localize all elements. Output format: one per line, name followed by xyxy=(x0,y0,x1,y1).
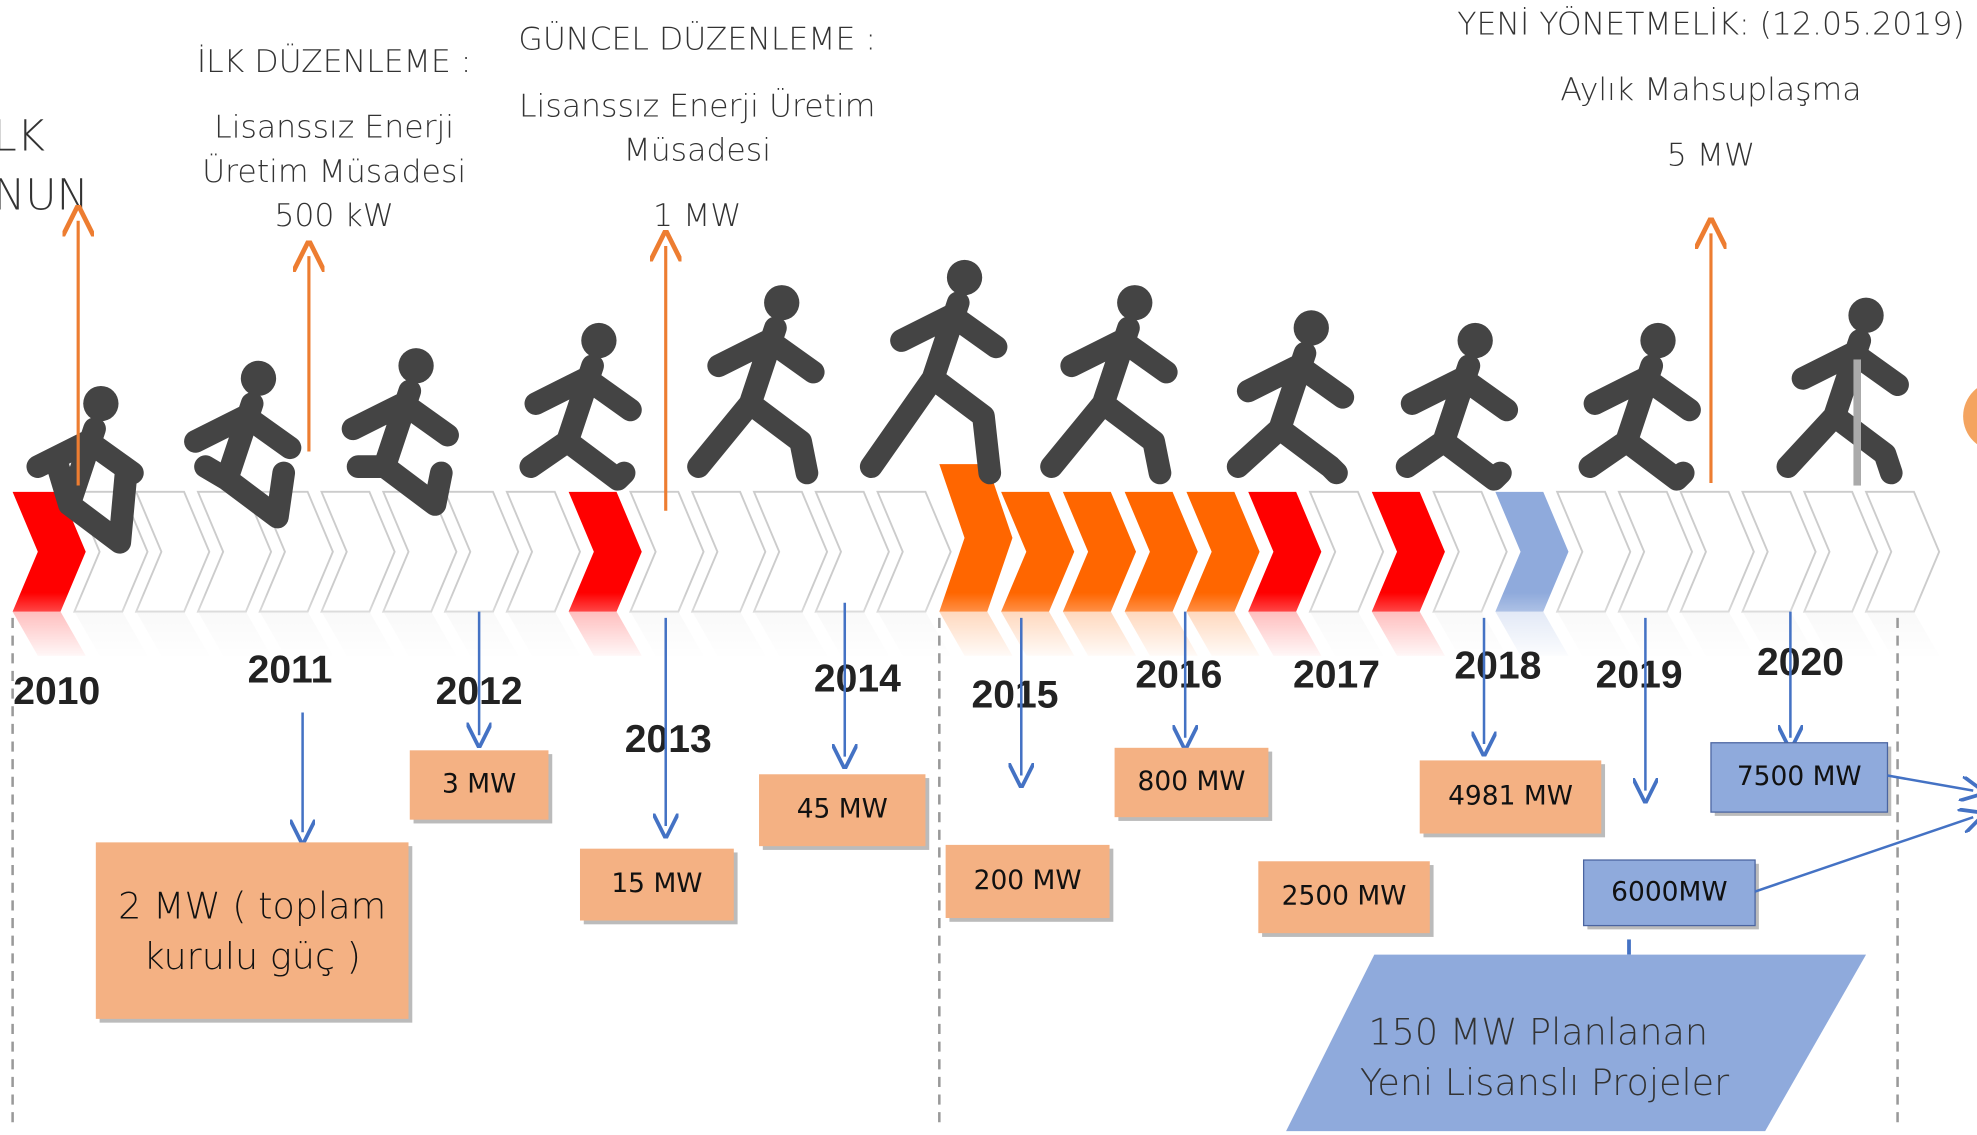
capacity-label: 2500 MW xyxy=(1282,881,1407,912)
runner xyxy=(764,285,799,320)
year-label: 2019 xyxy=(1596,654,1683,697)
timeline-diagram: İLK KANUN İLK DÜZENLEME : Lisanssız Enerji Ü… xyxy=(0,0,1977,1135)
runner xyxy=(1590,366,1690,479)
runner xyxy=(1848,298,1883,333)
capacity-label: 200 MW xyxy=(974,865,1082,896)
milestone-text: Lisanssız Enerji Üretim xyxy=(519,86,875,124)
milestone-text: Müsadesi xyxy=(624,132,771,168)
runner xyxy=(1294,310,1329,345)
capacity-label: 6000MW xyxy=(1611,876,1727,907)
capacity-label: 800 MW xyxy=(1138,766,1246,797)
capacity-label: 3 MW xyxy=(442,768,516,799)
milestone-text: Lisanssız Enerji xyxy=(214,110,454,146)
year-label: 2011 xyxy=(248,648,333,691)
runner xyxy=(398,348,433,383)
runner xyxy=(947,260,982,295)
year-label: 2020 xyxy=(1757,641,1844,684)
capacity-label: 15 MW xyxy=(611,868,702,899)
capacity-label: 4981 MW xyxy=(1448,780,1573,811)
planned-text: 150 MW Planlanan xyxy=(1368,1011,1708,1054)
runner xyxy=(1407,366,1507,479)
blue-arrow xyxy=(1755,817,1973,891)
planned-text: Yeni Lisanslı Projeler xyxy=(1360,1061,1729,1104)
runner xyxy=(581,323,616,358)
runner xyxy=(1117,285,1152,320)
runner xyxy=(1458,323,1493,358)
runner xyxy=(241,361,276,396)
runner xyxy=(1052,328,1167,473)
capacity-label: 45 MW xyxy=(797,794,888,825)
capacity-label: 7500 MW xyxy=(1737,761,1862,792)
milestone-text: Üretim Müsadesi xyxy=(202,152,466,190)
runner xyxy=(83,386,118,421)
chevron xyxy=(939,464,1012,612)
milestone-text: KANUN xyxy=(0,171,89,221)
milestone-title: YENİ YÖNETMELİK: (12.05.2019) xyxy=(1457,4,1964,42)
blue-arrow xyxy=(1887,776,1973,791)
capacity-label: 2 MW ( toplam xyxy=(118,884,386,927)
milestone-title: GÜNCEL DÜZENLEME : xyxy=(518,19,876,57)
milestone-text: İLK xyxy=(0,111,45,161)
runner xyxy=(531,366,631,479)
year-label: 2016 xyxy=(1135,654,1222,697)
hurdle xyxy=(1853,359,1861,485)
decoration xyxy=(1963,381,1977,452)
runner xyxy=(1640,323,1675,358)
milestone-text: 5 MW xyxy=(1667,137,1755,173)
year-label: 2013 xyxy=(625,718,712,761)
milestone-text: Aylık Mahsuplaşma xyxy=(1560,72,1861,108)
runner xyxy=(1788,341,1898,473)
year-label: 2014 xyxy=(814,657,901,700)
year-label: 2010 xyxy=(13,670,100,713)
page: İLK KANUN İLK DÜZENLEME : Lisanssız Enerji Ü… xyxy=(0,0,1977,1135)
runner xyxy=(871,303,996,473)
year-label: 2017 xyxy=(1293,654,1380,697)
runner xyxy=(1238,353,1343,473)
milestone-text: 500 kW xyxy=(274,198,394,234)
runner xyxy=(699,328,814,473)
year-label: 2018 xyxy=(1454,645,1541,688)
milestone-text: 1 MW xyxy=(653,198,741,234)
year-label: 2015 xyxy=(972,674,1059,717)
capacity-label: kurulu güç ) xyxy=(143,935,360,978)
capacity-box xyxy=(96,842,409,1019)
runner xyxy=(353,391,448,504)
milestone-title: İLK DÜZENLEME : xyxy=(197,42,472,80)
